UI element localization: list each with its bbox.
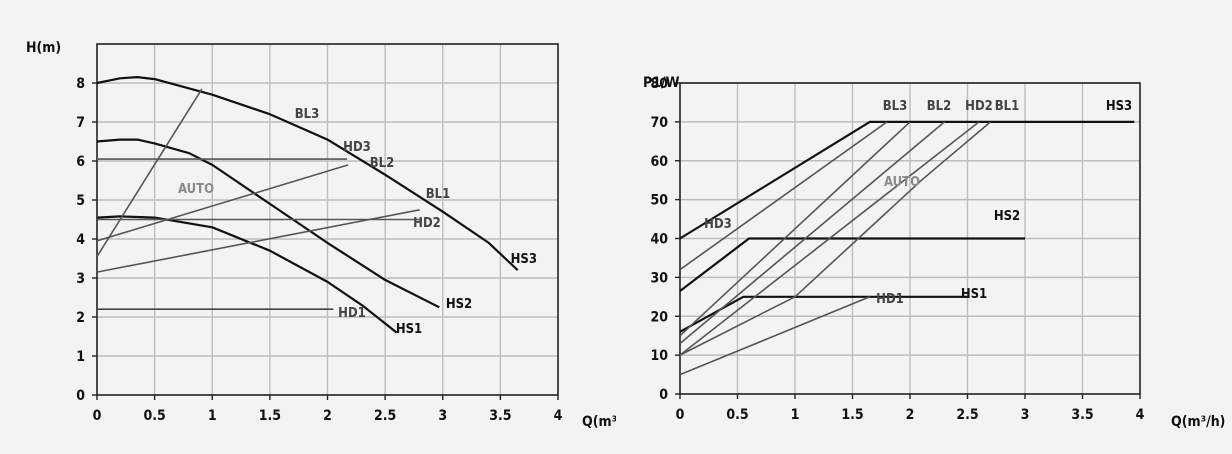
chart2-series-hs1-label: HS1 [961, 287, 987, 302]
chart2-y-tick-label: 10 [650, 348, 668, 364]
chart1-x-tick-label: 3 [438, 408, 447, 424]
chart1-x-tick-label: 0 [93, 408, 102, 424]
chart1-series-hs3-line [96, 75, 519, 271]
chart2-series-hd2-label: HD2 [965, 99, 993, 114]
chart1-x-tick-label: 1 [208, 408, 217, 424]
chart1-x-tick-label: 4 [554, 408, 563, 424]
chart1-series-hd1-label: HD1 [338, 306, 366, 321]
chart1-x-tick-label: 2 [323, 408, 332, 424]
chart1-y-axis-label: H(m) [26, 40, 61, 56]
chart2-y-tick-label: 80 [650, 76, 668, 92]
chart1-x-tick-label: 1.5 [259, 408, 281, 424]
chart2-y-tick-label: 0 [659, 387, 668, 403]
chart2-series-bl2-label: BL2 [927, 99, 952, 114]
chart2-series-bl2-line [679, 121, 946, 345]
chart2-x-tick-label: 3 [1021, 407, 1030, 423]
chart1-y-tick-label: 2 [76, 310, 85, 326]
chart2-x-tick-label: 1 [791, 407, 800, 423]
chart2-series-bl3-line [679, 121, 911, 337]
chart1-y-tick-label: 7 [76, 115, 85, 131]
chart2-series-hs2-label: HS2 [994, 209, 1020, 224]
chart2-y-tick-label: 20 [650, 309, 668, 325]
chart2-x-tick-label: 2 [906, 407, 915, 423]
chart1-series-bl3-label: BL3 [295, 107, 320, 122]
chart1-series-bl2-label: BL2 [370, 156, 395, 171]
chart1-series-hd3-label: HD3 [343, 140, 371, 155]
chart1-y-tick-label: 5 [76, 193, 85, 209]
chart2-y-tick-label: 60 [650, 154, 668, 170]
chart2-series-bl1-label: BL1 [995, 99, 1020, 114]
chart2-series-hs2-line [679, 237, 1025, 292]
chart2-series-hs1-line [679, 295, 968, 333]
chart2-series-hs3-line [679, 120, 1135, 240]
chart1-series-bl1-label: BL1 [426, 187, 451, 202]
chart1-x-tick-label: 0.5 [143, 408, 165, 424]
chart1-series-hs1-line [96, 215, 398, 334]
chart2-y-tick-label: 70 [650, 115, 668, 131]
chart2-x-axis-label: Q(m³/h) [1171, 414, 1225, 430]
chart2-x-tick-label: 0.5 [726, 407, 748, 423]
chart2-x-tick-label: 2.5 [956, 407, 978, 423]
chart2-y-axis-label: P1/W [643, 75, 680, 91]
chart1-x-axis-label: Q(m³/h) [582, 414, 616, 430]
chart2-x-tick-label: 0 [676, 407, 685, 423]
chart2-y-tick-label: 30 [650, 270, 668, 286]
chart2-x-tick-label: 3.5 [1071, 407, 1093, 423]
chart2-series-hs3-label: HS3 [1106, 99, 1132, 114]
chart1-series-hs1-label: HS1 [396, 322, 422, 337]
chart1-x-tick-label: 2.5 [374, 408, 396, 424]
chart2-series-bl1-line [679, 121, 992, 356]
chart2-x-tick-label: 1.5 [841, 407, 863, 423]
chart2-series-auto-label: AUTO [884, 175, 920, 190]
chart1-series-bl2-line [96, 164, 349, 242]
chart2-x-tick-label: 4 [1136, 407, 1145, 423]
head-chart: 0 0.5 1 1.5 2 2.5 3 3.5 4 0 1 2 3 4 5 6 7 8 H(m) Q(m³/h) HS3… [26, 40, 616, 430]
chart2-y-tick-label: 50 [650, 193, 668, 209]
chart2-y-tick-label: 40 [650, 232, 668, 248]
chart2-series-hd3-label: HD3 [704, 217, 732, 232]
chart1-y-tick-label: 0 [76, 388, 85, 404]
chart1-y-tick-label: 1 [76, 349, 85, 365]
chart1-series-hs3-label: HS3 [511, 252, 537, 267]
chart1-x-tick-label: 3.5 [489, 408, 511, 424]
chart1-y-tick-label: 3 [76, 271, 85, 287]
power-chart: 0 0.5 1 1.5 2 2.5 3 3.5 401020304050607080P1/WQ(… [643, 75, 1225, 430]
chart2-series-hd1-label: HD1 [876, 292, 904, 307]
chart1-series-auto-label: AUTO [178, 182, 214, 197]
chart1-y-tick-label: 6 [76, 154, 85, 170]
chart1-series-hs2-label: HS2 [446, 297, 472, 312]
chart1-y-tick-label: 8 [76, 76, 85, 92]
chart1-y-tick-label: 4 [76, 232, 85, 248]
chart1-series-hd2-label: HD2 [413, 216, 441, 231]
chart2-series-hd3-line [679, 121, 888, 271]
chart2-series-hd2-line [679, 121, 980, 356]
chart1-series-bl3-line [96, 88, 203, 258]
chart2-series-hd1-line [679, 296, 871, 376]
chart2-series-bl3-label: BL3 [883, 99, 908, 114]
